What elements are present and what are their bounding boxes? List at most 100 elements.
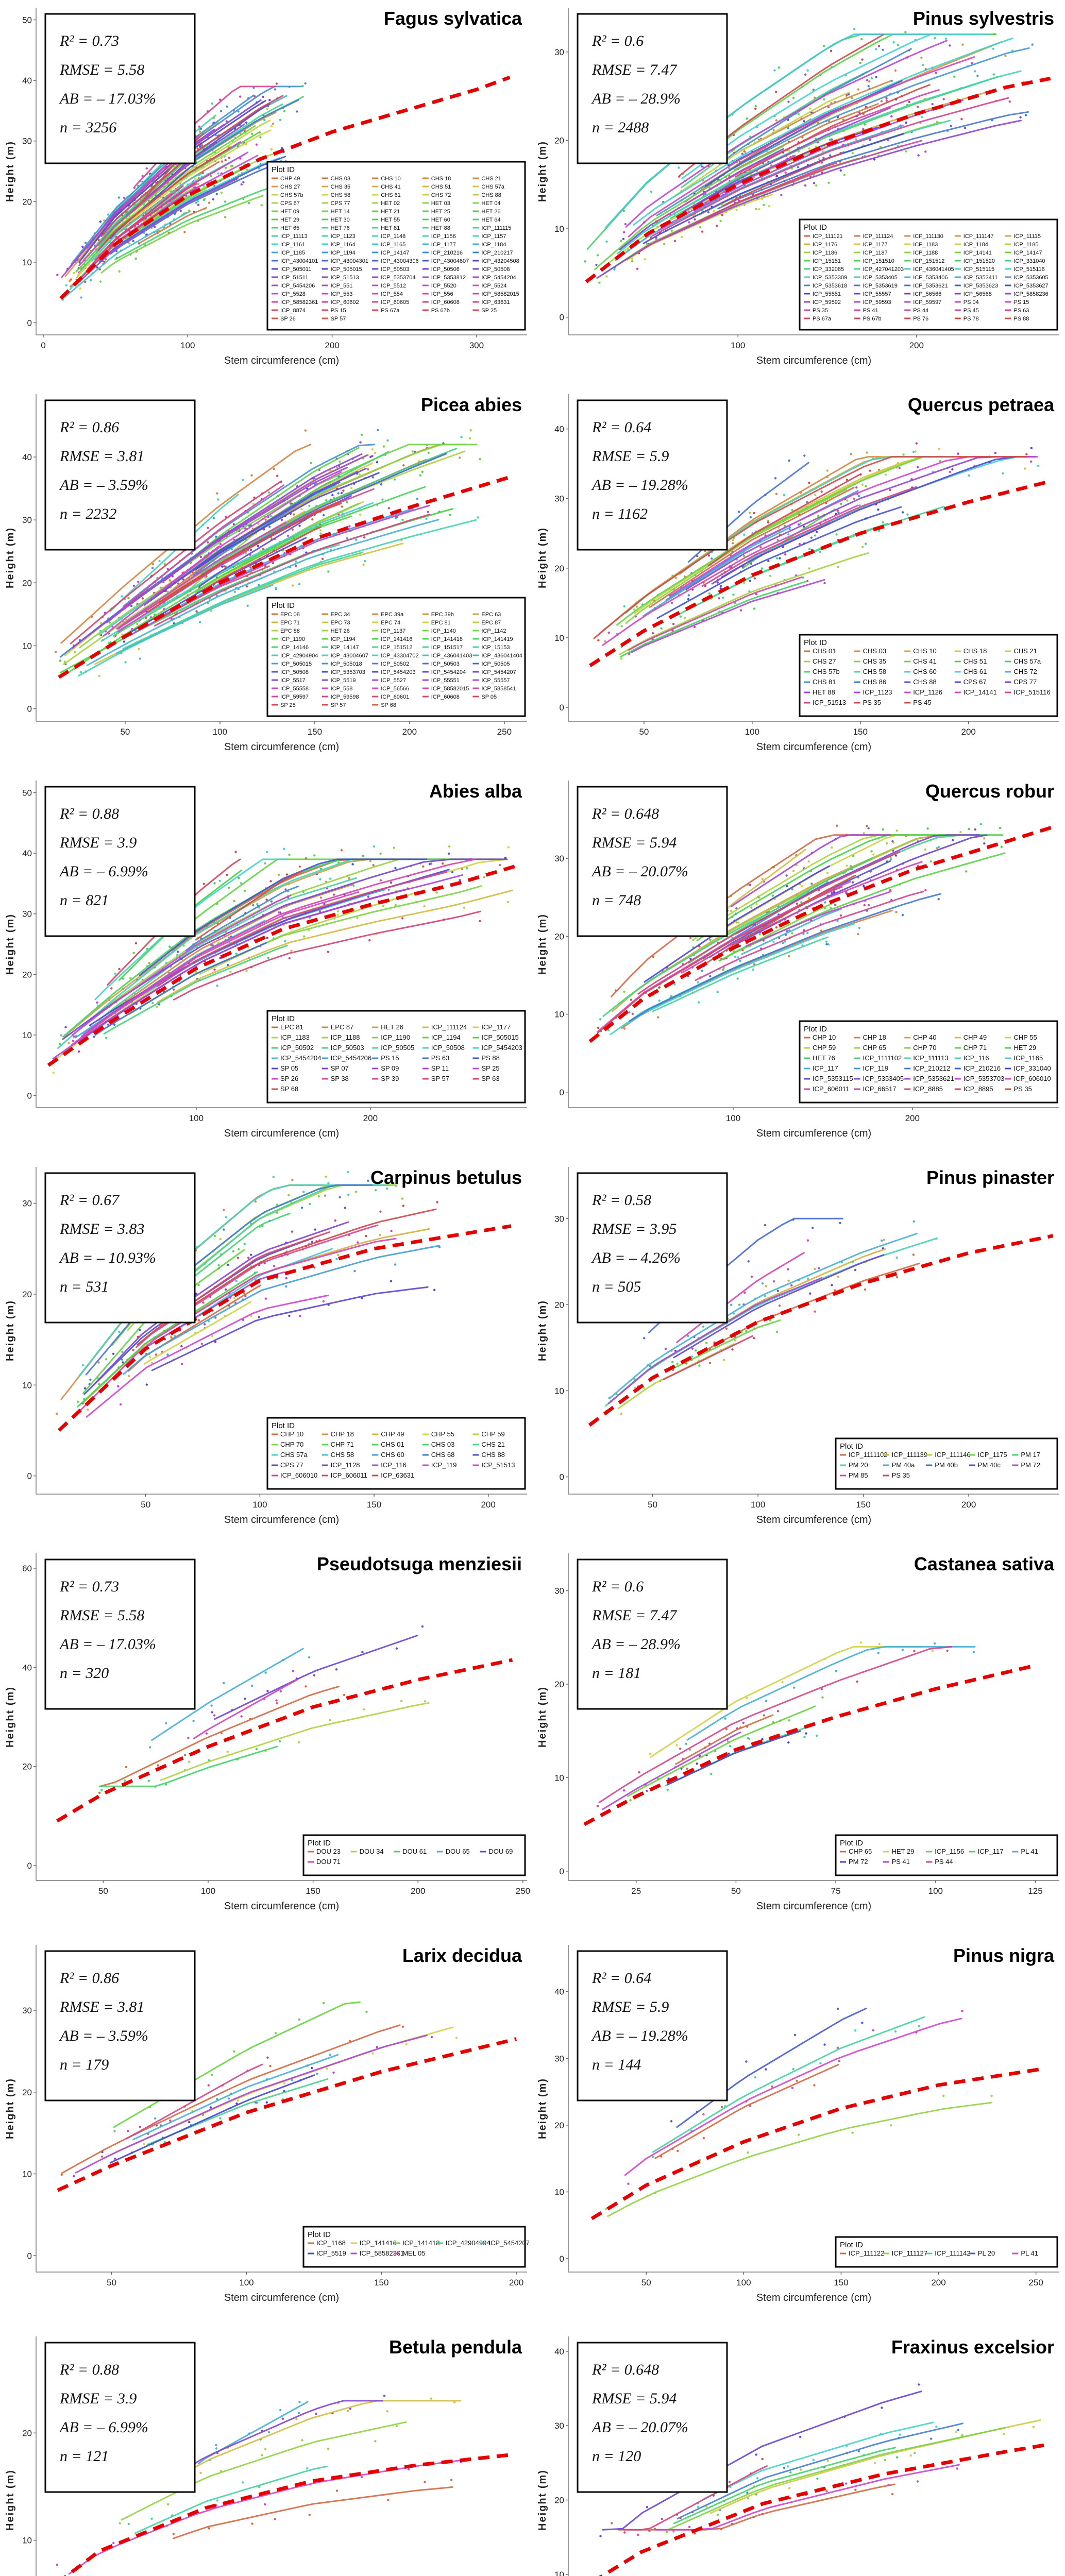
plot-curve — [98, 877, 357, 1021]
plot-curve — [677, 2422, 963, 2520]
data-point — [344, 1207, 347, 1209]
data-point — [797, 113, 800, 115]
legend-item: CHP 65 — [840, 1848, 872, 1855]
data-point — [803, 1736, 806, 1738]
plot-curve — [636, 140, 923, 255]
legend-item: ICP_515116 — [1005, 688, 1051, 696]
x-tick-label: 200 — [402, 727, 417, 737]
data-point — [924, 150, 927, 153]
data-point — [241, 2481, 244, 2484]
legend-label: ICP_1126 — [913, 688, 942, 696]
data-point — [322, 1300, 325, 1303]
plot-curve — [642, 527, 790, 617]
legend-item: CHP 49 — [272, 176, 300, 182]
data-point — [895, 2456, 899, 2459]
plot-curve — [700, 874, 856, 968]
legend-item: ICP_5524 — [472, 283, 506, 289]
data-point — [902, 453, 905, 456]
legend-label: CHS 10 — [381, 176, 401, 182]
data-point — [393, 846, 395, 849]
data-point — [633, 608, 636, 611]
plot-curve — [604, 33, 938, 229]
legend-item: EPC 63 — [472, 612, 501, 618]
stat-n: n = 121 — [60, 2448, 109, 2465]
data-point — [371, 2052, 374, 2055]
data-point — [133, 187, 136, 189]
data-point — [273, 1265, 276, 1267]
legend-label: PS 35 — [813, 308, 828, 314]
data-point — [646, 242, 648, 245]
data-point — [275, 1699, 278, 1702]
data-point — [275, 82, 278, 85]
data-point — [128, 242, 131, 245]
legend-item: PS 44 — [926, 1858, 953, 1866]
data-point — [151, 567, 154, 569]
legend-item: ICP_14141 — [954, 250, 992, 256]
legend-label: HET 81 — [381, 225, 400, 231]
legend-item: ICP_50508 — [422, 1044, 465, 1052]
data-point — [974, 70, 976, 73]
data-point — [607, 631, 610, 634]
legend-label: ICP_111139 — [892, 1451, 927, 1459]
data-point — [284, 940, 286, 943]
data-point — [604, 640, 606, 643]
data-point — [844, 2482, 848, 2485]
model-curve — [590, 2066, 1046, 2221]
data-point — [743, 582, 746, 584]
plot-curve — [701, 486, 918, 587]
legend-item: ICP_14146 — [272, 645, 309, 651]
data-point — [363, 536, 366, 539]
data-point — [850, 453, 853, 455]
legend-item: PS 76 — [904, 316, 928, 322]
data-point — [863, 832, 865, 835]
legend-label: ICP_50508 — [431, 1044, 465, 1052]
y-tick-label: 30 — [22, 909, 32, 919]
legend-label: HET 76 — [331, 225, 350, 231]
legend-item: ICP_66517 — [854, 1085, 897, 1093]
x-tick-label: 200 — [411, 1886, 425, 1896]
x-tick-label: 100 — [189, 1113, 204, 1123]
data-point — [761, 1282, 764, 1285]
data-point — [255, 1748, 258, 1751]
data-point — [371, 448, 374, 451]
data-point — [747, 2151, 749, 2154]
data-point — [148, 1356, 151, 1359]
legend-item: ICP_1164 — [322, 242, 356, 248]
legend-label: ICP_1194 — [331, 636, 356, 642]
plot-curve — [204, 526, 322, 590]
plot-curve — [745, 891, 892, 947]
data-point — [463, 906, 466, 909]
legend-label: CHP 65 — [863, 1044, 886, 1052]
data-point — [692, 939, 695, 941]
legend-label: DOU 34 — [360, 1848, 384, 1855]
plot-curve — [132, 2054, 339, 2141]
legend-label: CHS 51 — [963, 657, 987, 665]
plot-curve — [643, 133, 904, 244]
data-point — [674, 577, 677, 579]
legend-label: ICP_50508 — [280, 669, 309, 675]
data-point — [427, 451, 430, 454]
legend-label: ICP_111113 — [913, 1054, 948, 1062]
data-point — [675, 1744, 678, 1747]
data-point — [379, 879, 382, 882]
data-point — [882, 48, 884, 51]
data-point — [64, 1026, 67, 1028]
legend-label: CHP 59 — [481, 1430, 504, 1438]
data-point — [763, 1714, 765, 1717]
legend-label: CHS 41 — [913, 657, 937, 665]
stat-ab: AB = – 10.93% — [59, 1249, 156, 1266]
data-point — [922, 64, 924, 66]
legend-item: ICP_111122 — [840, 2249, 884, 2257]
legend-item: CHS 03 — [422, 1440, 454, 1448]
data-point — [306, 2467, 309, 2470]
legend-item: ICP_1111102 — [840, 1451, 888, 1459]
legend-label: PS 67b — [431, 308, 450, 314]
data-point — [584, 260, 586, 263]
legend-label: ICP_1183 — [280, 1033, 310, 1041]
plot-curve — [656, 506, 902, 619]
legend-item: ICP_5353115 — [804, 1075, 853, 1082]
legend-item: ICP_1194 — [322, 250, 356, 256]
data-point — [303, 935, 306, 938]
